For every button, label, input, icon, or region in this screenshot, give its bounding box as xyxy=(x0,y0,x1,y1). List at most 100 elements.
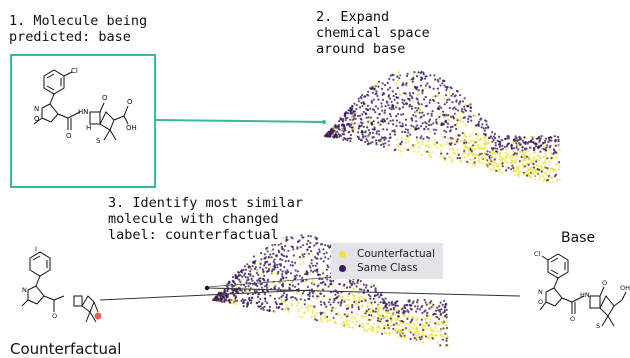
cloud-point xyxy=(351,122,354,125)
cloud-point xyxy=(259,277,262,280)
cloud-point xyxy=(427,137,430,140)
cloud-point xyxy=(534,174,537,177)
cloud-point xyxy=(518,160,521,163)
cloud-point xyxy=(317,253,320,256)
cloud-point xyxy=(241,275,244,278)
cloud-point xyxy=(344,119,347,122)
cloud-point xyxy=(345,123,349,126)
cloud-point xyxy=(418,330,421,333)
cloud-point xyxy=(291,280,294,283)
cloud-point xyxy=(270,250,273,253)
cloud-point xyxy=(546,173,549,176)
cloud-point xyxy=(464,139,467,142)
cloud-point xyxy=(429,301,432,304)
cloud-point xyxy=(394,92,398,96)
cloud-point xyxy=(235,276,238,279)
cloud-point xyxy=(475,136,478,139)
cloud-point xyxy=(436,341,439,344)
cloud-point xyxy=(377,315,380,318)
cloud-point xyxy=(273,286,276,289)
cloud-point xyxy=(474,155,477,159)
cloud-point xyxy=(440,329,443,333)
cloud-point xyxy=(353,296,356,299)
atom-o2-top: O xyxy=(66,132,72,140)
counterfactual-molecule xyxy=(21,251,99,323)
cloud-point xyxy=(443,306,446,309)
cloud-point xyxy=(449,136,452,139)
cloud-point xyxy=(396,304,399,307)
cloud-point xyxy=(389,74,392,77)
cloud-point xyxy=(353,102,356,105)
cloud-point xyxy=(214,296,217,299)
cloud-point xyxy=(421,140,424,143)
cloud-point xyxy=(534,145,538,148)
cloud-point xyxy=(469,148,472,152)
cloud-point xyxy=(432,122,435,125)
cloud-point xyxy=(313,244,316,247)
cloud-point xyxy=(515,152,518,155)
cloud-point xyxy=(385,332,388,335)
cloud-point xyxy=(334,307,337,310)
cloud-point xyxy=(363,289,366,292)
cloud-point xyxy=(541,142,545,145)
cloud-point xyxy=(501,165,504,168)
cloud-point xyxy=(309,266,312,269)
cloud-point xyxy=(498,170,501,173)
cloud-point xyxy=(477,120,480,123)
cloud-point xyxy=(306,253,310,256)
cloud-point xyxy=(327,299,330,302)
cloud-point xyxy=(424,309,427,312)
cloud-point xyxy=(266,270,269,273)
cloud-point xyxy=(392,323,395,326)
cloud-point xyxy=(528,157,531,161)
cloud-point xyxy=(422,137,425,140)
cloud-point xyxy=(422,329,425,332)
cloud-point xyxy=(552,148,556,151)
cloud-point xyxy=(339,304,342,307)
cloud-point xyxy=(428,151,431,154)
cloud-point xyxy=(413,328,416,331)
cloud-point xyxy=(351,115,354,119)
cloud-point xyxy=(518,165,521,168)
cloud-point xyxy=(460,111,463,114)
cloud-point xyxy=(249,268,252,271)
cloud-point xyxy=(380,294,383,297)
cloud-point xyxy=(285,276,288,279)
cloud-point xyxy=(340,316,343,319)
cloud-point xyxy=(357,114,360,118)
cloud-point xyxy=(403,314,406,317)
cloud-point xyxy=(539,165,542,168)
cloud-point xyxy=(418,308,422,311)
cloud-point xyxy=(531,135,534,138)
cloud-point xyxy=(388,112,392,116)
cloud-point xyxy=(390,308,393,311)
cloud-point xyxy=(284,307,288,310)
cloud-point xyxy=(545,146,548,149)
cloud-point xyxy=(232,299,235,302)
cloud-point xyxy=(266,302,269,305)
cloud-point xyxy=(401,325,405,328)
cloud-point xyxy=(529,145,533,148)
cloud-point xyxy=(327,285,330,288)
cloud-point xyxy=(292,299,295,302)
cloud-point xyxy=(555,173,558,176)
cloud-point xyxy=(445,323,448,326)
cloud-point xyxy=(467,104,470,107)
cloud-point xyxy=(313,305,316,308)
cloud-point xyxy=(246,279,249,282)
cloud-point xyxy=(523,165,526,168)
cloud-point xyxy=(343,313,346,316)
cloud-point xyxy=(483,146,486,149)
cloud-point xyxy=(464,141,468,144)
cloud-point xyxy=(260,273,263,276)
cloud-point xyxy=(440,106,443,109)
cloud-point xyxy=(384,105,387,108)
cloud-point xyxy=(263,274,266,277)
cloud-point xyxy=(413,323,416,326)
cloud-point xyxy=(466,145,469,149)
cloud-point xyxy=(386,323,389,327)
cloud-point xyxy=(434,309,438,312)
cloud-point xyxy=(374,310,377,313)
cloud-point xyxy=(389,317,392,320)
legend-item-same-class: Same Class xyxy=(339,261,418,275)
